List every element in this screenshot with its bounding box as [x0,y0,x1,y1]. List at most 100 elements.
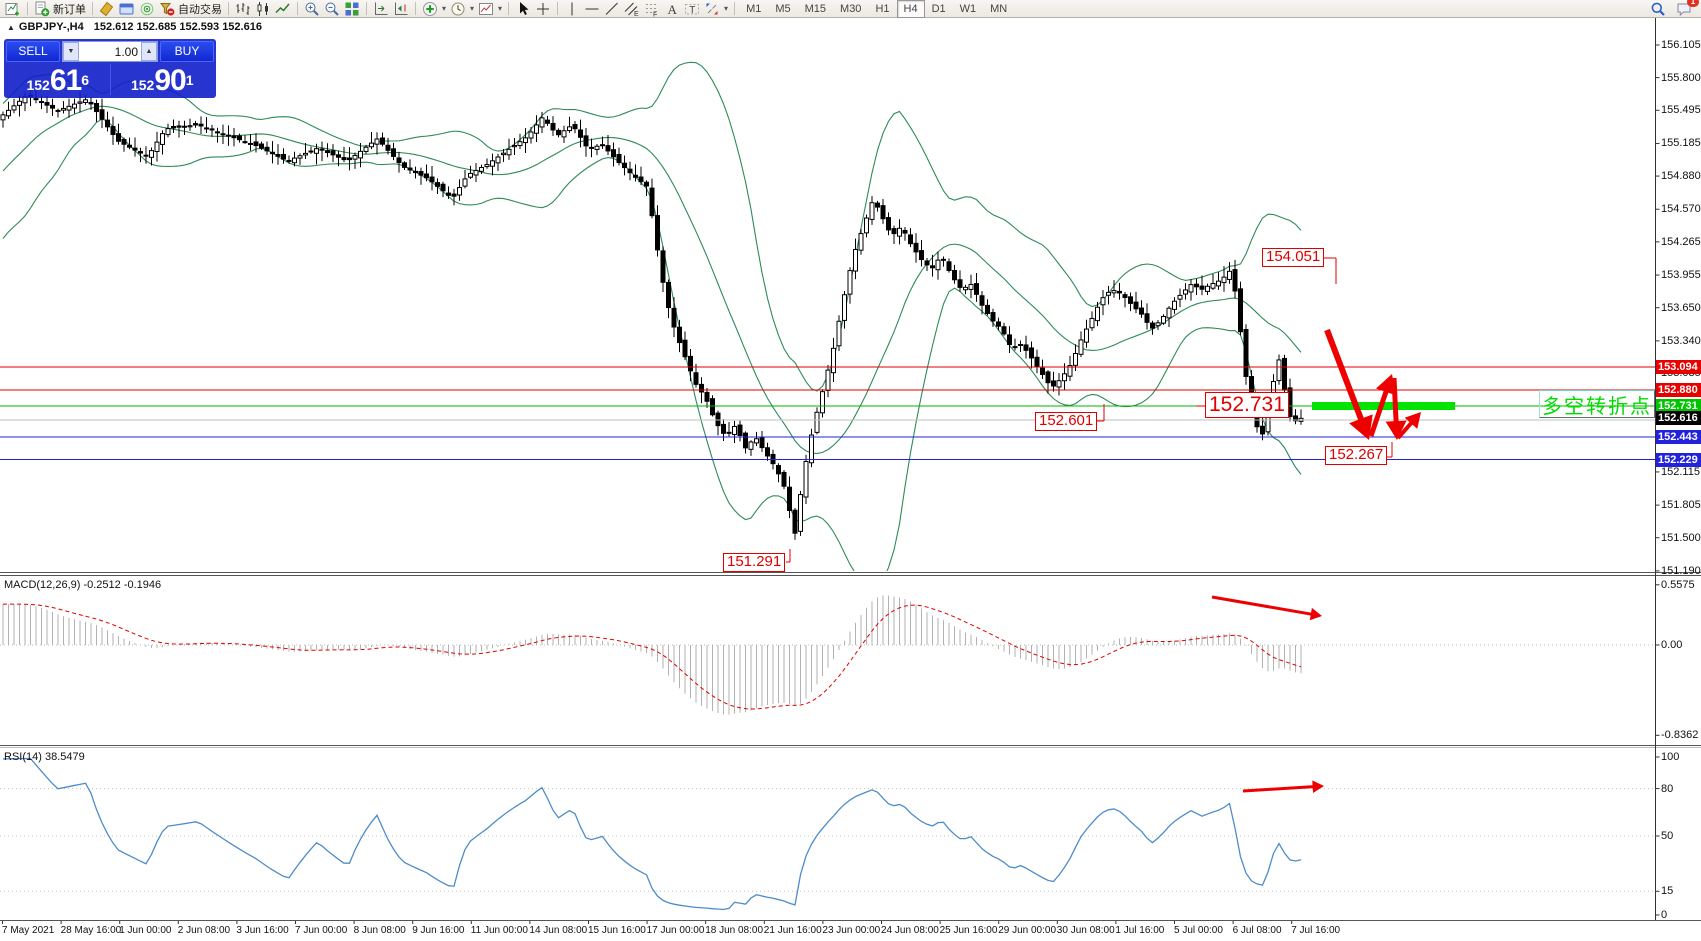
price-axis-tick: 155.185 [1661,137,1701,150]
rsi-axis-tick: 80 [1661,782,1674,795]
sell-button[interactable]: SELL [6,41,60,62]
periods-icon [451,2,465,15]
vline-icon [571,2,573,15]
macd-axis-tick: 0.00 [1661,639,1683,651]
candlestick-button[interactable] [253,0,273,17]
price-callout-152.601[interactable]: 152.601 [1035,412,1098,431]
time-axis-label: 3 Jun 16:00 [236,925,289,936]
chevron-down-icon[interactable]: ▾ [470,4,475,13]
templates-icon [479,2,494,15]
time-axis-label: 18 Jun 08:00 [705,925,764,936]
indicators-icon [423,1,437,16]
time-axis-label: 23 Jun 00:00 [822,925,881,936]
timeframe-m30[interactable]: M30 [840,2,862,15]
buy-button[interactable]: BUY [160,41,214,62]
price-callout-152.267[interactable]: 152.267 [1325,446,1388,465]
cursor-button[interactable] [513,0,533,17]
timeframe-h4[interactable]: H4 [896,0,925,18]
hline-button[interactable] [582,0,602,17]
timeframe-h1[interactable]: H1 [875,2,890,15]
chevron-down-icon[interactable]: ▾ [724,4,729,13]
price-axis-tick: 153.340 [1661,334,1701,347]
channel-icon: E [624,2,639,17]
fibonacci-button[interactable]: F [642,0,662,17]
search-button[interactable] [1648,0,1668,17]
timeframe-w1[interactable]: W1 [959,2,977,15]
time-axis-label: 2 Jun 08:00 [177,925,231,936]
sell-price[interactable]: 152 61 6 [6,63,110,96]
toolbar-separator [734,2,736,15]
toolbar-separator [366,2,367,15]
arrows-icon [706,3,718,14]
candlestick-icon [257,1,268,16]
volume-increase-button[interactable]: ▲ [141,42,157,61]
bar-chart-button[interactable] [233,0,253,17]
crosshair-button[interactable] [533,0,553,17]
shift-left-button[interactable] [371,0,391,17]
chevron-down-icon[interactable]: ▾ [442,4,447,13]
trendline-icon [605,2,618,15]
price-callout-152.731[interactable]: 152.731 [1205,392,1289,418]
price-callout-151.291[interactable]: 151.291 [723,553,786,572]
new-chart-button[interactable] [3,0,23,17]
price-axis-tick: 153.955 [1661,269,1701,282]
buy-price[interactable]: 152 90 1 [111,63,215,96]
zoom-out-button[interactable] [322,0,342,17]
time-axis-label: 21 Jun 16:00 [763,925,822,936]
time-axis-label: 15 Jun 16:00 [588,925,646,936]
rsi-axis-tick: 100 [1661,751,1680,763]
window-button[interactable] [117,0,137,17]
vline-button[interactable] [562,0,582,17]
price-badge-152.880: 152.880 [1656,383,1701,398]
time-axis-label: 24 Jun 08:00 [881,925,939,936]
toolbar-separator [228,2,229,15]
line-chart-button[interactable] [273,0,293,17]
timeframe-m15[interactable]: M15 [804,2,827,15]
label-button[interactable]: T [682,0,702,17]
volume-input[interactable] [79,44,141,59]
macd-axis-tick: 0.5575 [1661,578,1695,591]
sonar-button[interactable] [137,0,157,17]
rsi-axis-tick: 15 [1661,885,1674,898]
indicators-button[interactable]: ▾ [420,0,448,17]
timeframe-d1[interactable]: D1 [931,2,946,15]
timeframe-m5[interactable]: M5 [775,2,791,15]
trendline-button[interactable] [602,0,622,17]
svg-text:A: A [668,2,678,17]
timeframe-m1[interactable]: M1 [746,2,762,15]
chart-title: ▲ GBPJPY-,H4 152.612 152.685 152.593 152.6… [7,21,262,33]
buy-price-pip: 1 [185,72,194,88]
periods-button[interactable]: ▾ [448,0,476,17]
one-click-trading-panel: SELL ▼ ▲ BUY 152 61 6 152 90 1 [4,39,216,98]
volume-stepper: ▼ ▲ [62,41,158,62]
shift-right-button[interactable] [391,0,411,17]
price-axis-tick: 154.265 [1661,235,1701,248]
timeframe-mn[interactable]: MN [990,2,1008,15]
price-axis-tick: 151.190 [1661,564,1701,577]
new-order-button[interactable]: 新订单 [32,0,88,17]
price-divider [109,64,111,95]
price-callout-154.051[interactable]: 154.051 [1262,248,1325,267]
tile-windows-button[interactable] [342,0,362,17]
notifications-button[interactable]: 1 [1674,0,1699,17]
autotrade-button[interactable]: 自动交易 [157,0,224,17]
svg-text:T: T [689,4,695,15]
chinese-annotation[interactable]: 多空转折点 [1539,390,1655,418]
volume-decrease-button[interactable]: ▼ [63,42,79,61]
styles-button[interactable] [97,0,117,17]
arrows-button[interactable]: ▾ [702,0,730,17]
notification-badge: 1 [1687,0,1699,7]
zoom-in-icon [305,2,319,16]
channel-button[interactable]: E [622,0,642,17]
panel-collapse-icon[interactable]: ▲ [7,23,15,32]
price-badge-152.731: 152.731 [1656,399,1701,414]
templates-button[interactable]: ▾ [476,0,504,17]
text-button[interactable]: A [662,0,682,17]
toolbar-separator [415,2,416,15]
toolbar-separator [27,2,28,15]
new-order-icon [35,1,50,16]
zoom-in-button[interactable] [302,0,322,17]
chevron-down-icon[interactable]: ▾ [498,4,503,13]
toolbar: 新订单 自动交易 ▾ ▾ ▾ E F A T ▾ M1 M5 M15 M30 H1 H4 D1 W1 MN 1 [0,0,1701,18]
